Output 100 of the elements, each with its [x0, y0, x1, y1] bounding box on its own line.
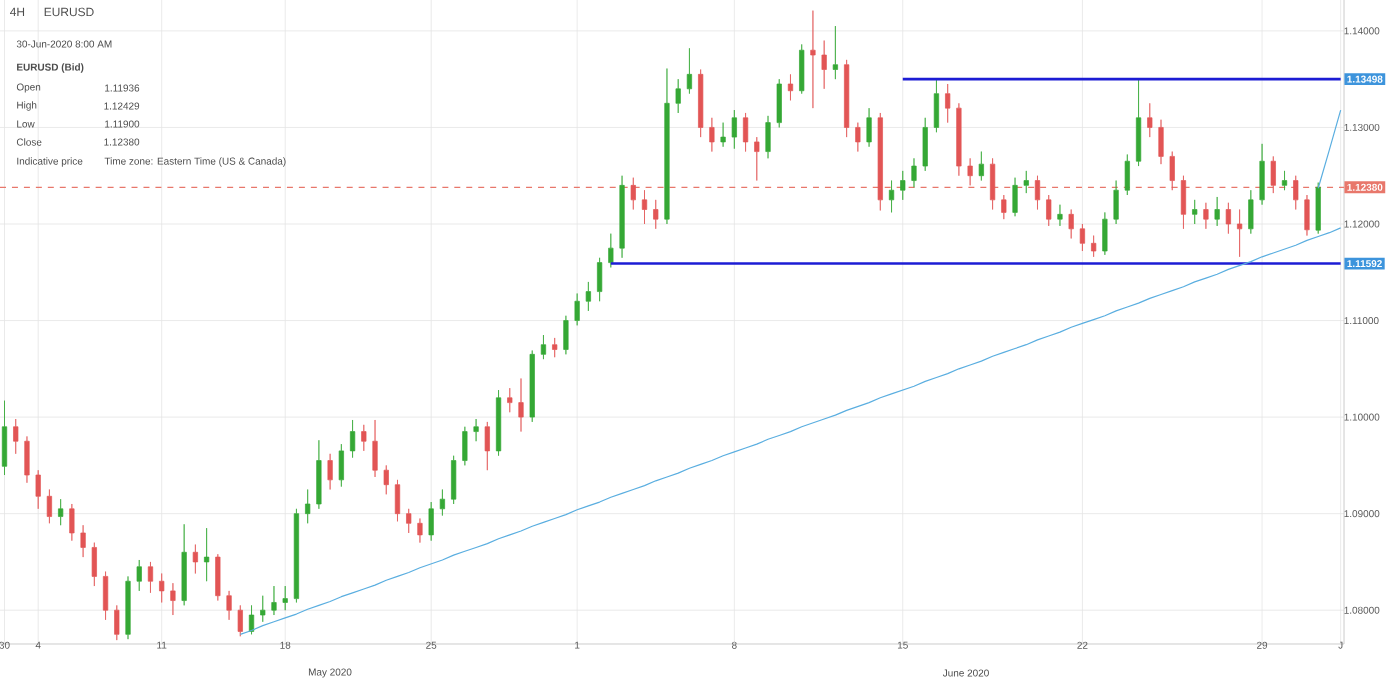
candlestick — [35, 469, 41, 510]
candlestick — [1237, 209, 1243, 258]
candlestick — [102, 571, 109, 621]
candlestick — [417, 518, 423, 543]
candlestick — [978, 151, 984, 181]
candlestick — [507, 387, 513, 413]
candlestick — [383, 465, 389, 495]
candlestick — [563, 315, 569, 355]
candlestick — [114, 605, 120, 641]
candlestick — [1192, 199, 1198, 225]
candlestick — [1113, 180, 1119, 225]
candlestick — [653, 199, 659, 230]
candlestick — [900, 170, 906, 201]
candlestick — [1259, 143, 1265, 206]
candlestick — [473, 418, 479, 442]
candlestick — [585, 281, 591, 312]
candlestick — [260, 595, 266, 623]
candlestick — [1135, 79, 1142, 167]
candlestick — [1293, 175, 1299, 210]
candlestick — [866, 107, 872, 148]
candlestick — [293, 508, 300, 603]
candlestick — [1068, 209, 1074, 239]
candlestick — [406, 508, 412, 534]
candlestick — [888, 180, 895, 213]
candlestick — [282, 585, 288, 611]
candlestick — [237, 605, 243, 637]
candlestick — [394, 479, 401, 522]
candlestick — [451, 455, 457, 505]
candlestick — [327, 453, 333, 490]
candlestick — [361, 424, 367, 452]
candlestick — [428, 501, 434, 542]
candlestick — [1057, 204, 1063, 227]
candlestick — [338, 443, 344, 487]
candlestick — [1281, 170, 1288, 191]
candlestick — [641, 189, 648, 225]
candlestick — [1046, 194, 1052, 227]
candlestick — [518, 378, 524, 432]
candlestick — [1, 400, 8, 476]
candlestick — [1124, 154, 1130, 196]
candlestick — [13, 418, 19, 455]
candlestick — [776, 78, 782, 128]
candlestick — [484, 421, 490, 471]
candlestick — [1012, 177, 1018, 217]
candlestick — [540, 334, 547, 360]
candlestick — [855, 122, 861, 152]
candlestick — [1147, 102, 1153, 138]
candlestick — [529, 350, 535, 423]
candlestick — [698, 69, 704, 138]
candlestick — [1248, 189, 1254, 234]
candlestick — [933, 79, 940, 133]
candlestick — [58, 498, 64, 526]
candlestick — [552, 337, 558, 358]
candlestick — [462, 426, 468, 466]
candlestick — [877, 112, 883, 211]
candlestick — [1102, 212, 1108, 256]
candlestick — [664, 68, 670, 225]
candlestick — [922, 117, 928, 172]
candlestick — [215, 553, 221, 601]
candlestick — [1091, 235, 1097, 258]
candlestick — [821, 40, 827, 90]
candlestick — [810, 10, 816, 109]
candlestick — [742, 112, 749, 152]
candlestick — [349, 419, 356, 458]
candlestick — [1304, 194, 1310, 236]
candlestick — [305, 489, 311, 524]
candlestick — [91, 542, 97, 587]
candlestick — [136, 559, 142, 592]
candlestick — [787, 73, 794, 101]
candlestick — [686, 47, 693, 94]
candlestick — [911, 157, 917, 188]
candlestick — [271, 585, 277, 616]
candlestick — [1315, 182, 1321, 234]
candlestick — [181, 523, 187, 606]
candlestick — [1270, 156, 1276, 194]
candlestick — [844, 59, 850, 138]
candlestick — [709, 117, 715, 152]
candlestick — [1158, 119, 1164, 165]
candlestick — [192, 544, 198, 574]
candlestick — [147, 561, 154, 594]
candlestick — [754, 136, 760, 181]
candlestick — [439, 489, 445, 516]
candlestick — [945, 83, 951, 123]
candlestick — [226, 590, 232, 621]
candlestick — [675, 78, 681, 114]
candlestick — [1034, 175, 1041, 210]
candlestick — [159, 573, 165, 603]
candlestick — [720, 122, 726, 148]
candlestick — [24, 436, 30, 484]
candlestick — [765, 115, 771, 159]
candlestick — [731, 109, 737, 150]
candlestick — [125, 576, 131, 640]
candlestick — [204, 527, 210, 582]
candlestick — [608, 233, 614, 268]
candlestick — [46, 489, 53, 524]
candlestick — [574, 293, 580, 326]
candlestick — [1225, 202, 1231, 234]
candlestick — [69, 503, 75, 542]
candlestick — [1023, 170, 1029, 194]
candlestick — [1214, 196, 1220, 227]
candlestick — [597, 257, 603, 302]
